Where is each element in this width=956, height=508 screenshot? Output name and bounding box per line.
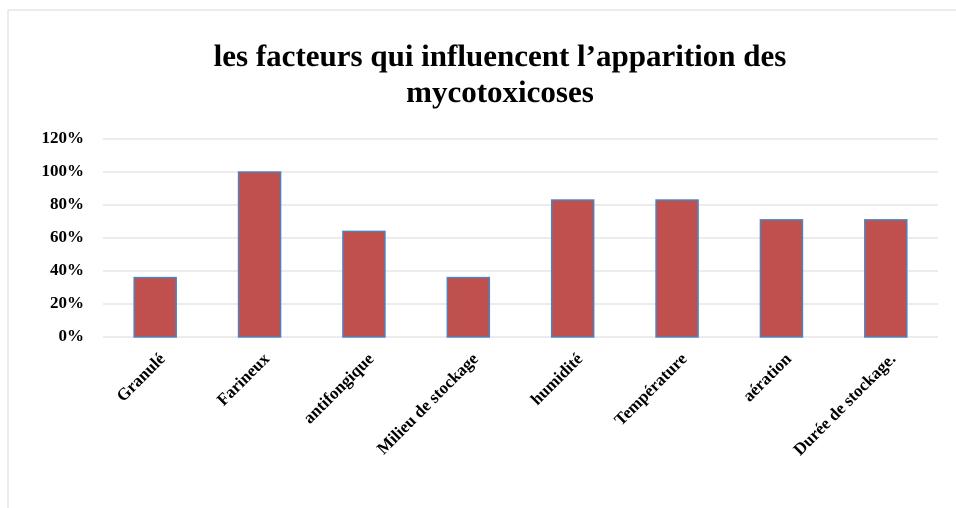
y-tick-label: 0% — [59, 326, 85, 345]
y-tick-label: 80% — [50, 194, 84, 213]
y-tick-label: 60% — [50, 227, 84, 246]
x-tick-label: Durée de stockage. — [789, 349, 899, 459]
x-tick-label: Granulé — [113, 349, 169, 405]
y-tick-label: 120% — [42, 128, 85, 147]
bar — [550, 199, 595, 338]
y-tick-label: 20% — [50, 293, 84, 312]
bar — [864, 219, 908, 338]
x-tick-label: humidité — [527, 349, 587, 409]
x-tick-label: antifongique — [299, 349, 378, 428]
bar — [237, 171, 282, 338]
y-tick-label: 40% — [50, 260, 84, 279]
x-tick-label: Température — [610, 349, 691, 430]
bar — [655, 199, 699, 338]
y-tick-label: 100% — [42, 161, 85, 180]
x-tick-label: aération — [739, 349, 796, 406]
bar — [446, 276, 491, 338]
x-tick-label: Farineux — [213, 349, 274, 410]
bar — [342, 230, 386, 338]
bar — [759, 219, 804, 338]
x-tick-label: Milieu de stockage — [373, 349, 482, 458]
chart-title: les facteurs qui influencent l’apparitio… — [213, 38, 787, 109]
bar — [133, 276, 177, 338]
